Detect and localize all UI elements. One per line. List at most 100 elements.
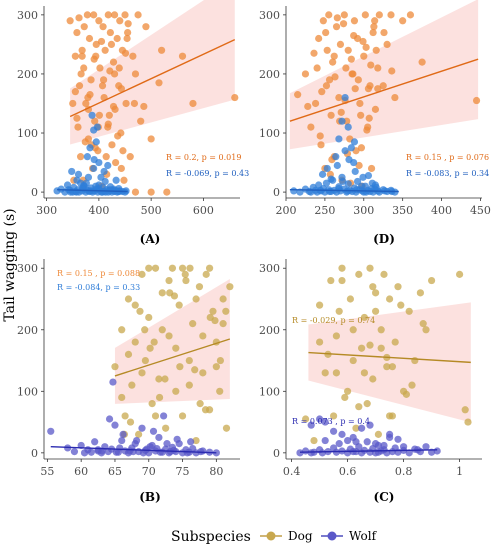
- data-point-dog: [325, 11, 333, 19]
- data-point-dog: [116, 17, 124, 25]
- data-point-dog: [344, 387, 352, 395]
- data-point-dog: [366, 264, 374, 272]
- data-point-dog: [90, 11, 98, 19]
- data-point-dog: [354, 76, 362, 84]
- panel-label: (C): [374, 490, 395, 504]
- data-point-dog: [99, 76, 108, 84]
- x-tick-label: 60: [74, 465, 88, 478]
- data-point-wolf: [70, 448, 79, 456]
- data-point-dog: [428, 276, 436, 285]
- data-point-dog: [124, 20, 132, 28]
- data-point-dog: [158, 326, 166, 334]
- data-point-dog: [145, 313, 153, 322]
- data-point-dog: [363, 126, 371, 134]
- data-point-wolf: [362, 188, 370, 196]
- data-point-dog: [362, 43, 370, 51]
- data-point-dog: [341, 393, 349, 402]
- data-point-wolf: [160, 412, 168, 420]
- legend: Subspecies Dog Wolf: [171, 529, 378, 545]
- data-point-dog: [408, 381, 416, 389]
- data-point-dog: [411, 356, 419, 365]
- data-point-dog: [80, 64, 88, 72]
- data-point-dog: [104, 120, 112, 128]
- fit-line-wolf: [289, 189, 399, 193]
- data-point-dog: [302, 415, 310, 423]
- data-point-dog: [201, 406, 210, 414]
- y-axis-label: Tail wagging (s): [2, 208, 18, 321]
- panel-label: (B): [139, 490, 161, 504]
- data-point-dog: [315, 34, 323, 43]
- series-dog: [66, 11, 239, 196]
- data-point-dog: [78, 52, 86, 60]
- data-point-dog: [360, 369, 368, 377]
- data-point-dog: [330, 52, 338, 60]
- data-point-wolf: [296, 449, 304, 457]
- data-point-dog: [71, 88, 79, 96]
- data-point-dog: [91, 117, 99, 125]
- data-point-dog: [359, 37, 367, 46]
- data-point-dog: [369, 375, 377, 383]
- data-point-dog: [176, 363, 184, 371]
- data-point-dog: [374, 64, 382, 72]
- data-point-dog: [321, 369, 329, 377]
- data-point-dog: [316, 338, 324, 346]
- data-point-wolf: [325, 187, 334, 196]
- data-point-wolf: [316, 415, 324, 423]
- data-point-wolf: [400, 443, 408, 451]
- data-point-wolf: [347, 144, 355, 152]
- data-point-dog: [357, 144, 366, 152]
- data-point-dog: [360, 313, 368, 322]
- data-point-dog: [216, 356, 224, 365]
- data-point-dog: [135, 430, 143, 438]
- y-tick-label: 100: [259, 127, 280, 140]
- data-point-wolf: [341, 147, 349, 155]
- fit-line-dog: [69, 39, 236, 118]
- x-tick-label: 300: [353, 204, 374, 217]
- data-point-dog: [294, 91, 302, 99]
- data-point-wolf: [84, 173, 93, 181]
- data-point-wolf: [100, 167, 108, 176]
- data-point-dog: [358, 344, 366, 352]
- panel-label: (A): [140, 232, 161, 246]
- data-point-dog: [380, 270, 388, 278]
- data-point-wolf: [335, 440, 343, 448]
- data-point-dog: [199, 369, 207, 377]
- data-point-wolf: [138, 424, 146, 432]
- x-tick-label: 600: [193, 204, 214, 217]
- fit-line-dog: [308, 351, 471, 364]
- data-point-dog: [86, 91, 94, 99]
- data-point-dog: [131, 70, 140, 78]
- data-point-wolf: [83, 153, 91, 161]
- data-point-wolf: [332, 153, 340, 161]
- data-point-dog: [386, 412, 394, 420]
- data-point-dog: [110, 11, 119, 19]
- data-point-dog: [91, 144, 99, 152]
- data-point-dog: [355, 270, 363, 278]
- data-point-dog: [380, 28, 388, 37]
- data-point-wolf: [74, 170, 83, 178]
- data-point-dog: [387, 11, 395, 19]
- data-point-dog: [342, 64, 350, 72]
- data-point-dog: [185, 381, 193, 389]
- panel-label: (D): [373, 232, 395, 246]
- x-tick-label: 75: [176, 465, 190, 478]
- data-point-dog: [170, 292, 179, 300]
- data-point-wolf: [95, 158, 103, 167]
- data-point-dog: [145, 264, 153, 272]
- data-point-wolf: [358, 424, 366, 432]
- data-point-dog: [73, 28, 81, 37]
- data-point-dog: [95, 17, 103, 25]
- data-point-dog: [124, 28, 132, 37]
- legend-item-wolf: Wolf: [321, 529, 378, 543]
- data-point-dog: [332, 332, 340, 340]
- data-point-dog: [192, 436, 200, 445]
- data-point-dog: [222, 307, 230, 315]
- data-point-dog: [165, 276, 173, 285]
- legend-label-dog: Dog: [288, 529, 313, 543]
- data-point-dog: [128, 381, 136, 389]
- data-point-dog: [109, 58, 118, 66]
- data-point-dog: [339, 20, 348, 28]
- data-point-dog: [202, 270, 210, 278]
- data-point-dog: [310, 49, 318, 57]
- data-point-wolf: [366, 421, 374, 429]
